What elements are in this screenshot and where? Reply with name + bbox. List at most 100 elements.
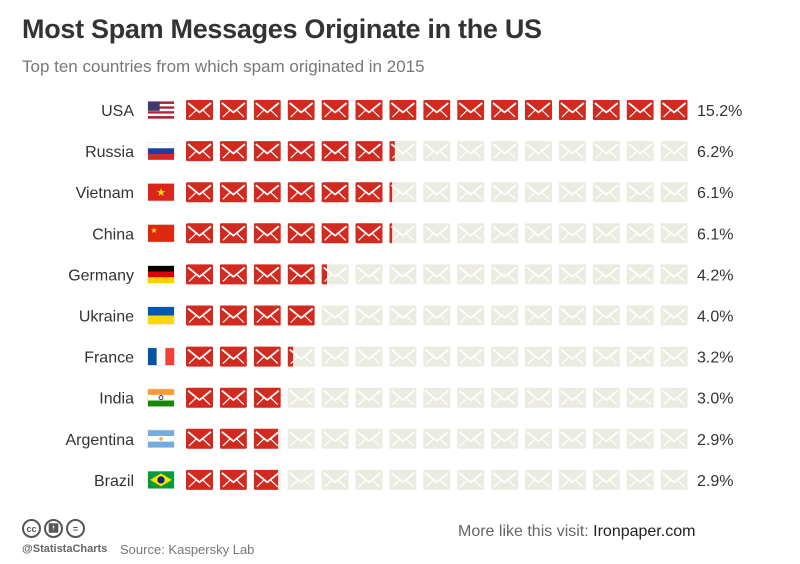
envelope-icon-6-7 xyxy=(423,346,451,367)
envelope-icon-5-0 xyxy=(186,305,213,326)
svg-text:★: ★ xyxy=(150,226,157,235)
category-label: Ukraine xyxy=(79,309,134,326)
value-label: 6.2% xyxy=(697,144,733,161)
envelope-icon-9-9 xyxy=(491,469,519,490)
envelope-icon-8-12 xyxy=(592,428,620,449)
envelope-icon-0-11 xyxy=(558,100,586,120)
envelope-icon-1-4 xyxy=(321,141,349,162)
envelope-icon-4-7 xyxy=(423,264,451,285)
envelope-icon-4-4 xyxy=(321,264,349,285)
value-label: 3.0% xyxy=(697,391,733,408)
svg-text:★: ★ xyxy=(156,187,166,199)
envelope-icon-9-3 xyxy=(287,469,315,490)
value-label: 2.9% xyxy=(697,473,733,490)
envelope-icon-1-12 xyxy=(592,141,620,162)
envelope-icon-3-7 xyxy=(423,223,451,244)
promo-link[interactable]: Ironpaper.com xyxy=(593,523,696,540)
envelope-icon-9-0 xyxy=(186,469,213,490)
flag-argentina-icon xyxy=(147,429,175,448)
envelope-icon-8-3 xyxy=(287,428,315,449)
envelope-icon-9-13 xyxy=(626,469,654,490)
envelope-icon-8-14 xyxy=(660,428,688,449)
envelope-icon-2-12 xyxy=(592,182,620,203)
envelope-icon-9-8 xyxy=(457,469,485,490)
envelope-icon-1-14 xyxy=(660,141,688,162)
envelope-icon-7-3 xyxy=(287,387,315,408)
flag-germany-icon xyxy=(147,265,175,284)
chart-row: Brazil 2.9% xyxy=(94,469,733,490)
envelope-icon-9-7 xyxy=(423,469,451,490)
envelope-icon-9-1 xyxy=(219,469,247,490)
envelope-icon-9-5 xyxy=(355,469,383,490)
envelope-icon-1-10 xyxy=(525,141,552,162)
envelope-icon-4-1 xyxy=(219,264,247,285)
flag-brazil-icon xyxy=(147,470,175,489)
envelope-icon-3-9 xyxy=(491,223,519,244)
category-label: USA xyxy=(101,103,134,120)
envelope-icon-8-7 xyxy=(423,428,451,449)
flag-ukraine-icon xyxy=(147,306,175,325)
envelope-icon-3-3 xyxy=(287,223,315,244)
envelope-icon-4-10 xyxy=(525,264,552,285)
envelope-icon-5-2 xyxy=(253,305,281,326)
envelope-icon-7-5 xyxy=(355,387,383,408)
category-label: France xyxy=(84,350,134,367)
envelope-icon-1-1 xyxy=(219,141,247,162)
envelope-icon-1-9 xyxy=(491,141,519,162)
envelope-icon-0-4 xyxy=(321,100,349,120)
envelope-icon-5-3 xyxy=(287,305,315,326)
envelope-icon-0-6 xyxy=(389,100,417,120)
envelope-icon-0-8 xyxy=(457,100,485,120)
source-note: Source: Kaspersky Lab xyxy=(120,542,255,557)
category-label: China xyxy=(92,226,134,243)
envelope-icon-8-9 xyxy=(491,428,519,449)
envelope-icon-4-14 xyxy=(660,264,688,285)
cc-icon: cc xyxy=(22,519,41,538)
envelope-icon-4-8 xyxy=(457,264,485,285)
envelope-icon-5-9 xyxy=(491,305,519,326)
envelope-icon-3-6 xyxy=(389,223,417,244)
envelope-icon-2-1 xyxy=(219,182,247,203)
envelope-icon-9-6 xyxy=(389,469,417,490)
envelope-icon-9-14 xyxy=(660,469,688,490)
envelope-icon-5-1 xyxy=(219,305,247,326)
envelope-icon-8-13 xyxy=(626,428,654,449)
chart-row: Russia 6.2% xyxy=(85,141,733,162)
envelope-icon-4-3 xyxy=(287,264,315,285)
envelope-icon-6-1 xyxy=(219,346,247,367)
category-label: India xyxy=(99,391,134,408)
envelope-icon-5-10 xyxy=(525,305,552,326)
envelope-icon-5-13 xyxy=(626,305,654,326)
envelope-icon-2-7 xyxy=(423,182,451,203)
envelope-icon-8-0 xyxy=(186,428,213,449)
envelope-icon-4-6 xyxy=(389,264,417,285)
envelope-icon-7-10 xyxy=(525,387,552,408)
envelope-icon-6-2 xyxy=(253,346,281,367)
envelope-icon-2-2 xyxy=(253,182,281,203)
envelope-icon-4-5 xyxy=(355,264,383,285)
envelope-icon-1-6 xyxy=(389,141,417,162)
envelope-icon-0-9 xyxy=(491,100,519,120)
envelope-icon-7-11 xyxy=(558,387,586,408)
chart-title: Most Spam Messages Originate in the US xyxy=(22,14,542,44)
category-label: Vietnam xyxy=(76,185,134,202)
chart-row: USA 15.2% xyxy=(101,100,742,120)
envelope-icon-8-11 xyxy=(558,428,586,449)
envelope-icon-0-7 xyxy=(423,100,451,120)
envelope-icon-5-8 xyxy=(457,305,485,326)
envelope-icon-3-4 xyxy=(321,223,349,244)
envelope-icon-2-3 xyxy=(287,182,315,203)
envelope-icon-6-3 xyxy=(287,346,315,367)
value-label: 4.0% xyxy=(697,309,733,326)
license-icons: cc 🚹︎ = xyxy=(22,519,85,538)
envelope-icon-7-9 xyxy=(491,387,519,408)
chart-row: Ukraine 4.0% xyxy=(79,305,733,326)
envelope-icon-1-13 xyxy=(626,141,654,162)
value-label: 3.2% xyxy=(697,350,733,367)
flag-usa-icon xyxy=(147,101,175,119)
envelope-icon-9-12 xyxy=(592,469,620,490)
category-label: Argentina xyxy=(66,432,135,449)
envelope-icon-5-5 xyxy=(355,305,383,326)
flag-france-icon xyxy=(147,347,175,366)
category-label: Germany xyxy=(68,267,134,284)
